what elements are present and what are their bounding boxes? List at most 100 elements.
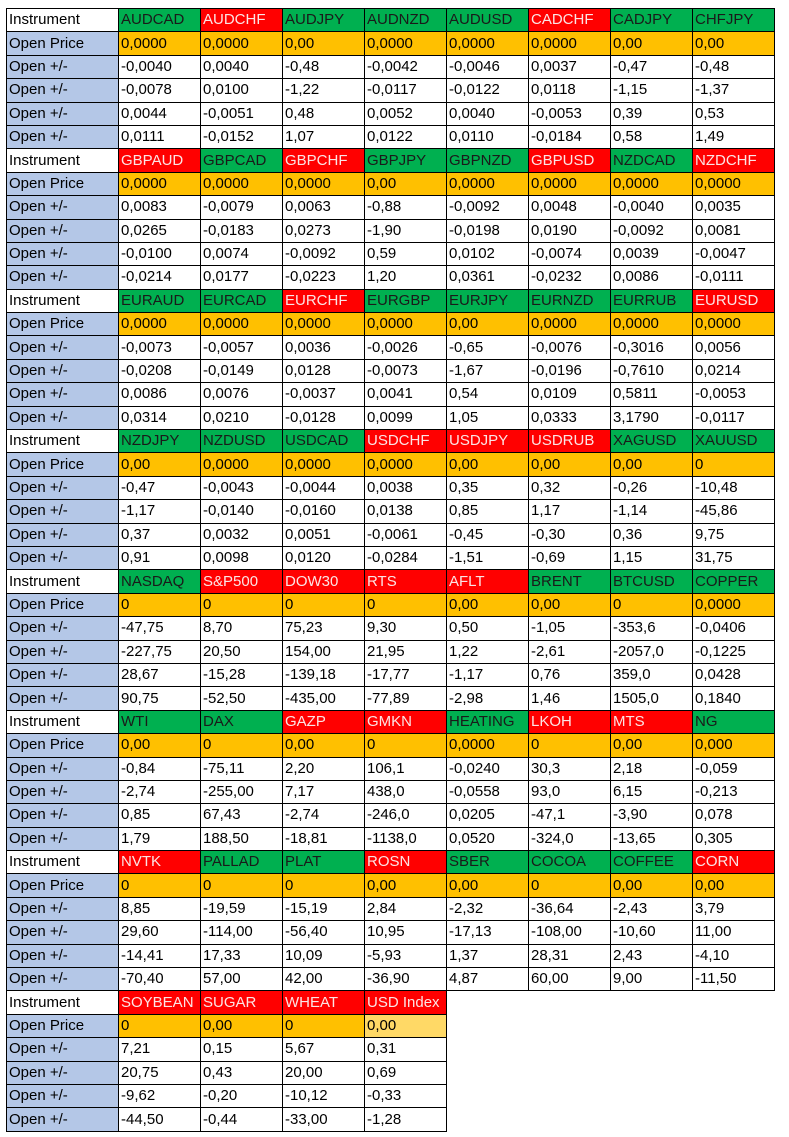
open-delta-row-label: Open +/- xyxy=(6,1060,119,1085)
open-delta-row: Open +/- -0,0073 -0,0057 0,0036 -0,0026 -0,65… xyxy=(6,335,775,360)
open-delta-cell: 0,0074 xyxy=(200,241,283,267)
open-delta-row: Open +/- 7,21 0,15 5,67 0,31 xyxy=(6,1037,775,1062)
open-delta-cell: -2,74 xyxy=(282,803,365,828)
open-price-cell: 0 xyxy=(118,1013,201,1039)
instrument-cell: USD Index xyxy=(364,990,447,1015)
instrument-cell: EURRUB xyxy=(610,288,693,314)
open-delta-cell: 0,50 xyxy=(446,616,529,641)
open-delta-cell: -0,0074 xyxy=(528,241,611,267)
open-delta-cell: -0,0057 xyxy=(200,335,283,360)
open-delta-cell: 0,76 xyxy=(528,662,611,688)
open-delta-row: Open +/- 0,0044 -0,0051 0,48 0,0052 0,0040 -0,… xyxy=(6,101,775,126)
open-delta-cell: -52,50 xyxy=(200,686,283,711)
instrument-cell: NZDCHF xyxy=(692,148,775,173)
open-delta-cell: 30,3 xyxy=(528,756,611,781)
open-price-cell: 0,0000 xyxy=(282,452,365,477)
open-delta-cell: 0,0428 xyxy=(692,662,775,688)
open-price-cell: 0,0000 xyxy=(364,312,447,337)
open-delta-cell: -77,89 xyxy=(364,686,447,711)
open-delta-cell: -15,28 xyxy=(200,662,283,688)
instrument-cell: EURAUD xyxy=(118,288,201,314)
empty-cell xyxy=(611,1108,693,1131)
empty-cell xyxy=(447,1038,529,1061)
open-delta-cell: 0,0120 xyxy=(282,545,365,571)
empty-cell xyxy=(611,1038,693,1061)
open-delta-cell: -0,33 xyxy=(364,1083,447,1109)
open-delta-cell: -0,0061 xyxy=(364,522,447,547)
instrument-cell: NASDAQ xyxy=(118,569,201,594)
open-price-cell: 0,00 xyxy=(200,1013,283,1039)
open-delta-cell: -0,1225 xyxy=(692,639,775,664)
open-delta-cell: -3,90 xyxy=(610,803,693,828)
open-delta-row-label: Open +/- xyxy=(6,101,119,126)
open-delta-cell: -1,51 xyxy=(446,545,529,571)
empty-cell xyxy=(529,1014,611,1037)
instrument-cell: S&P500 xyxy=(200,569,283,594)
open-delta-row-label: Open +/- xyxy=(6,967,119,992)
open-delta-cell: -1,28 xyxy=(364,1107,447,1132)
open-delta-row: Open +/- 28,67 -15,28 -139,18 -17,77 -1,17 0,7… xyxy=(6,662,775,688)
open-delta-cell: 0,39 xyxy=(610,101,693,126)
open-delta-cell: 3,79 xyxy=(692,896,775,922)
open-delta-cell: 7,21 xyxy=(118,1037,201,1062)
quotes-sheet: Instrument AUDCAD AUDCHF AUDJPY AUDNZD AUDUSD… xyxy=(6,7,775,1132)
open-delta-row-label: Open +/- xyxy=(6,358,119,384)
open-delta-cell: -227,75 xyxy=(118,639,201,664)
open-delta-row: Open +/- -0,0078 0,0100 -1,22 -0,0117 -0,0122… xyxy=(6,78,775,103)
open-delta-cell: -70,40 xyxy=(118,967,201,992)
open-price-row-label: Open Price xyxy=(6,733,119,758)
open-delta-cell: 154,00 xyxy=(282,639,365,664)
open-delta-cell: 2,43 xyxy=(610,943,693,969)
open-delta-cell: 0,0128 xyxy=(282,358,365,384)
open-delta-cell: -0,30 xyxy=(528,522,611,547)
open-price-cell: 0,00 xyxy=(610,31,693,56)
open-delta-cell: 2,20 xyxy=(282,756,365,781)
instrument-cell: AUDNZD xyxy=(364,7,447,33)
open-delta-cell: -17,13 xyxy=(446,920,529,945)
open-price-cell: 0,0000 xyxy=(446,31,529,56)
open-delta-row-label: Open +/- xyxy=(6,1037,119,1062)
open-delta-cell: 0,15 xyxy=(200,1037,283,1062)
open-delta-cell: -10,12 xyxy=(282,1083,365,1109)
open-delta-cell: 8,85 xyxy=(118,896,201,922)
open-price-row-label: Open Price xyxy=(6,31,119,56)
open-delta-cell: 0,0333 xyxy=(528,405,611,431)
instrument-cell: NG xyxy=(692,709,775,735)
open-price-row: Open Price 0,0000 0,0000 0,0000 0,0000 0,00 0,… xyxy=(6,312,775,337)
open-delta-cell: -1,17 xyxy=(446,662,529,688)
open-delta-cell: 1,07 xyxy=(282,124,365,150)
open-delta-cell: 2,18 xyxy=(610,756,693,781)
empty-cell xyxy=(693,991,775,1014)
open-delta-cell: -0,213 xyxy=(692,779,775,805)
open-delta-row-label: Open +/- xyxy=(6,382,119,407)
quotes-sheet-body: Instrument AUDCAD AUDCHF AUDJPY AUDNZD AUDUSD… xyxy=(6,7,775,1132)
open-delta-row: Open +/- -2,74 -255,00 7,17 438,0 -0,0558 93,0… xyxy=(6,779,775,805)
open-price-cell: 0 xyxy=(610,592,693,618)
open-price-cell: 0,0000 xyxy=(364,452,447,477)
open-price-cell: 0 xyxy=(692,452,775,477)
instrument-cell: EURCAD xyxy=(200,288,283,314)
open-price-row: Open Price 0,00 0 0,00 0 0,0000 0 0,00 0,000 xyxy=(6,733,775,758)
open-delta-cell: 0,0086 xyxy=(610,265,693,290)
open-delta-row: Open +/- -0,84 -75,11 2,20 106,1 -0,0240 30,3 2… xyxy=(6,756,775,781)
open-delta-cell: -0,0196 xyxy=(528,358,611,384)
open-delta-cell: 0,0048 xyxy=(528,195,611,220)
open-delta-row: Open +/- -0,0040 0,0040 -0,48 -0,0042 -0,0046… xyxy=(6,54,775,80)
open-delta-cell: -0,0073 xyxy=(118,335,201,360)
open-delta-cell: 188,50 xyxy=(200,826,283,852)
open-delta-cell: -1,14 xyxy=(610,499,693,524)
open-delta-row-label: Open +/- xyxy=(6,475,119,501)
open-delta-cell: 0,0138 xyxy=(364,499,447,524)
instrument-cell: DAX xyxy=(200,709,283,735)
instrument-cell: LKOH xyxy=(528,709,611,735)
open-delta-cell: -0,0223 xyxy=(282,265,365,290)
open-delta-cell: -0,0208 xyxy=(118,358,201,384)
open-price-row-label: Open Price xyxy=(6,592,119,618)
open-delta-cell: -15,19 xyxy=(282,896,365,922)
open-delta-row-label: Open +/- xyxy=(6,686,119,711)
open-delta-cell: 75,23 xyxy=(282,616,365,641)
open-price-cell: 0 xyxy=(118,873,201,898)
open-delta-cell: -0,059 xyxy=(692,756,775,781)
open-delta-cell: 359,0 xyxy=(610,662,693,688)
instrument-row: Instrument NZDJPY NZDUSD USDCAD USDCHF USDJPY… xyxy=(6,429,775,454)
